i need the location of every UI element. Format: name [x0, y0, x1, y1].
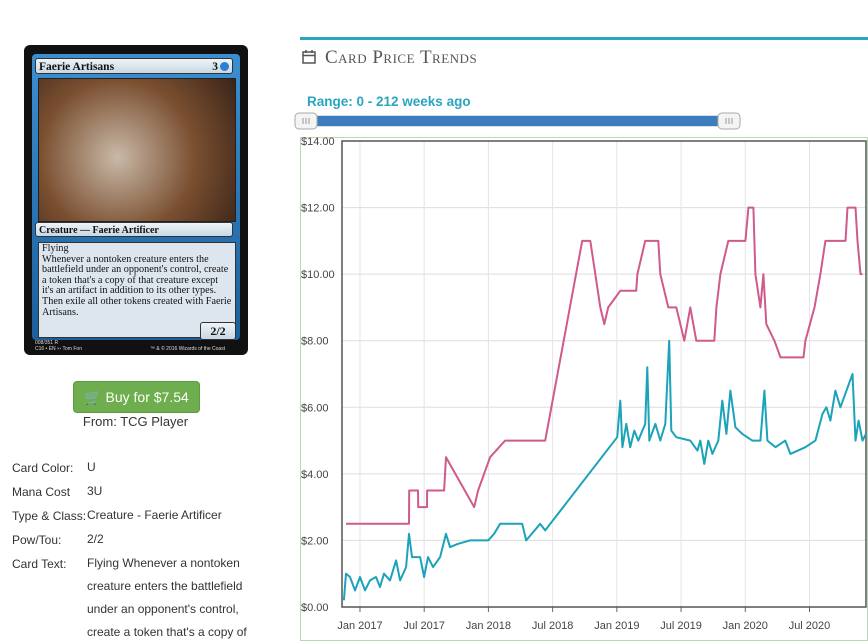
y-tick-label: $10.00	[301, 269, 335, 281]
x-tick-label: Jul 2019	[660, 620, 702, 632]
card-image: Faerie Artisans 3 Creature — Faerie Arti…	[24, 45, 248, 355]
buy-source: From: TCG Player	[82, 414, 189, 429]
slider-handle[interactable]	[717, 112, 741, 130]
card-collector: 008/351 R	[35, 340, 59, 346]
plot-border	[341, 140, 867, 608]
card-set-line: C16 • EN ➳ Tom Fon	[35, 346, 82, 352]
detail-label: Mana Cost	[12, 485, 71, 499]
detail-value: Flying Whenever a nontoken creature ente…	[87, 556, 247, 639]
x-tick-label: Jul 2017	[403, 620, 445, 632]
x-tick-label: Jul 2018	[532, 620, 574, 632]
x-tick-label: Jan 2019	[594, 620, 639, 632]
y-tick-label: $8.00	[301, 336, 329, 348]
card-name: Faerie Artisans	[39, 61, 115, 73]
mana-symbol	[220, 62, 229, 71]
price-line	[342, 339, 867, 601]
x-tick-label: Jul 2020	[789, 620, 831, 632]
price-line	[346, 206, 863, 525]
card-rule: Whenever a nontoken creature enters the …	[42, 253, 232, 318]
detail-label: Card Text:	[12, 557, 67, 571]
detail-value: U	[87, 460, 96, 474]
card-frame: Faerie Artisans 3 Creature — Faerie Arti…	[32, 54, 240, 352]
y-tick-label: $12.00	[301, 203, 335, 215]
detail-value: 2/2	[87, 532, 104, 546]
calendar-icon	[302, 50, 316, 64]
y-tick-label: $14.00	[301, 136, 335, 148]
slider-handle[interactable]	[294, 112, 318, 130]
section-title: Card Price Trends	[325, 47, 478, 68]
detail-label: Pow/Tou:	[12, 533, 62, 547]
y-tick-label: $0.00	[301, 602, 329, 614]
card-art	[38, 78, 236, 222]
detail-label: Type & Class:	[12, 509, 87, 523]
card-title-bar: Faerie Artisans 3	[35, 58, 233, 74]
slider-fill	[310, 116, 730, 126]
card-pt: 2/2	[200, 322, 236, 340]
card-rule: Flying	[42, 243, 69, 254]
buy-label[interactable]: Buy for $7.54	[105, 389, 189, 405]
range-slider[interactable]	[290, 110, 746, 134]
card-mana: 3	[212, 61, 218, 73]
x-tick-label: Jan 2020	[723, 620, 768, 632]
detail-label: Card Color:	[12, 461, 74, 475]
range-label: Range: 0 - 212 weeks ago	[307, 94, 471, 109]
y-tick-label: $6.00	[301, 402, 329, 414]
detail-value: Creature - Faerie Artificer	[87, 508, 222, 522]
card-type-bar: Creature — Faerie Artificer	[35, 222, 233, 237]
detail-value: 3U	[87, 484, 103, 498]
y-tick-label: $4.00	[301, 469, 329, 481]
section-rule	[300, 37, 868, 40]
buy-button[interactable]: 🛒 Buy for $7.54	[73, 381, 200, 413]
card-type-line: Creature — Faerie Artificer	[39, 225, 159, 236]
x-tick-label: Jan 2018	[466, 620, 511, 632]
y-tick-label: $2.00	[301, 535, 329, 547]
card-copyright: ™ & © 2016 Wizards of the Coast	[150, 346, 226, 352]
x-tick-label: Jan 2017	[337, 620, 382, 632]
